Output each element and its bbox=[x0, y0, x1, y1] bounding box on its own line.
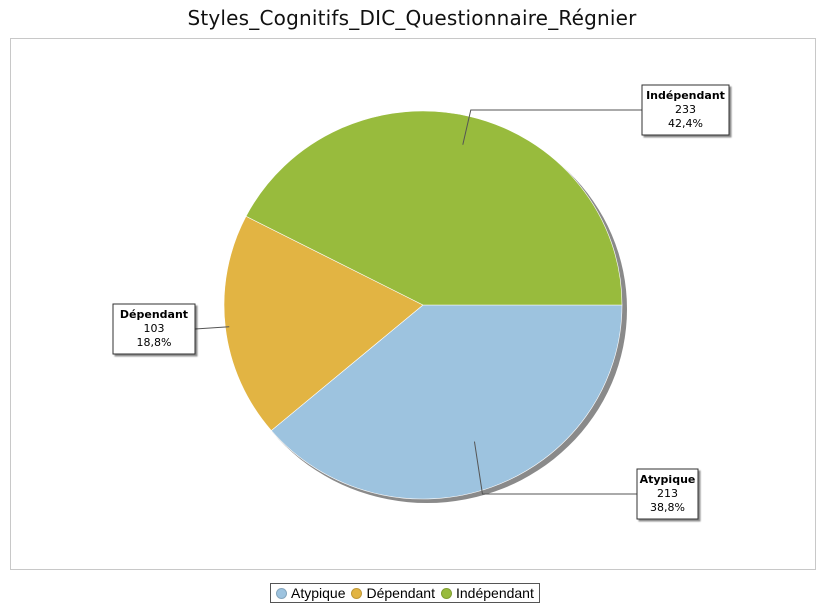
slice-label-name-atypique: Atypique bbox=[640, 473, 696, 486]
legend-label-atypique: Atypique bbox=[291, 585, 346, 601]
legend-swatch-atypique bbox=[276, 587, 287, 599]
leader-line-independant bbox=[462, 109, 642, 145]
pie-slice-atypique bbox=[270, 304, 623, 500]
legend-swatch-independant bbox=[441, 587, 452, 599]
pie-slices bbox=[223, 110, 623, 500]
slice-label-box-independant bbox=[641, 84, 730, 136]
slice-label-percent-atypique: 38,8% bbox=[650, 501, 685, 514]
slice-label-value-independant: 233 bbox=[675, 103, 696, 116]
slice-label-value-atypique: 213 bbox=[657, 487, 678, 500]
legend-label-independant: Indépendant bbox=[456, 585, 534, 601]
leader-line-dependant bbox=[194, 326, 230, 330]
legend-item-dependant: Dépendant bbox=[351, 585, 435, 601]
leader-line-atypique bbox=[473, 441, 637, 495]
slice-label-percent-dependant: 18,8% bbox=[137, 336, 172, 349]
label-leader-lines bbox=[194, 109, 642, 495]
legend-item-independant: Indépendant bbox=[441, 585, 534, 601]
legend-label-dependant: Dépendant bbox=[366, 585, 435, 601]
slice-label-box-dependant bbox=[112, 303, 196, 355]
legend: Atypique Dépendant Indépendant bbox=[270, 583, 540, 603]
slice-label-name-dependant: Dépendant bbox=[120, 308, 188, 321]
slice-label-box-atypique bbox=[636, 468, 699, 520]
legend-item-atypique: Atypique bbox=[276, 585, 345, 601]
slice-label-name-independant: Indépendant bbox=[646, 89, 725, 102]
legend-swatch-dependant bbox=[351, 587, 363, 599]
slice-label-value-dependant: 103 bbox=[144, 322, 165, 335]
chart-title: Styles_Cognitifs_DIC_Questionnaire_Régni… bbox=[187, 6, 637, 30]
slice-label-percent-independant: 42,4% bbox=[668, 117, 703, 130]
